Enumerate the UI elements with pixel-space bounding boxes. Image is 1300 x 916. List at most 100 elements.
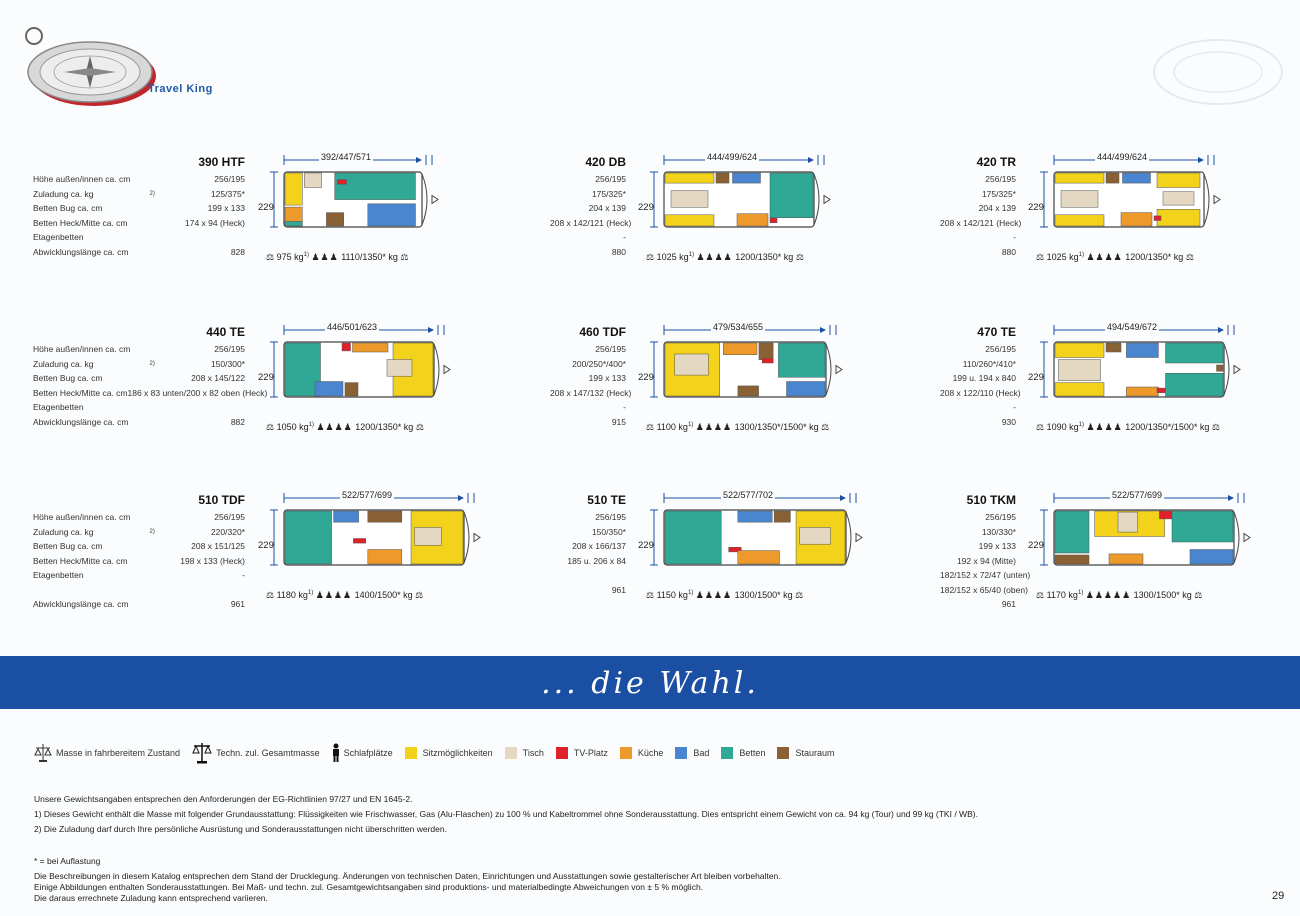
length-label: 392/447/571: [319, 152, 374, 162]
spec-row: 204 x 139: [550, 201, 626, 216]
height-label: 229: [1028, 202, 1044, 213]
caravan-nose: [1223, 343, 1230, 396]
spec-value: 130/330*: [981, 526, 1016, 537]
floor-plan: [650, 155, 831, 228]
plan-area-tv: [1159, 510, 1173, 520]
spec-row: Höhe außen/innen ca. cm 256/195: [33, 172, 245, 187]
spec-row: 930: [940, 415, 1016, 430]
spec-row: 915: [550, 415, 626, 430]
spec-row: Betten Bug ca. cm 199 x 133: [33, 201, 245, 216]
spec-row: 961: [940, 597, 1016, 612]
spec-value: 208 x 151/125: [191, 541, 245, 551]
spec-value: 930: [1001, 416, 1016, 427]
caravan-nose: [1233, 511, 1240, 564]
legend-bad: Bad: [675, 747, 709, 759]
weight-row: ⚖ 975 kg1) ♟♟♟ 1110/1350* kg ⚖: [266, 252, 409, 263]
spec-label: Abwicklungslänge ca. cm: [33, 416, 129, 427]
note-line1: Unsere Gewichtsangaben entsprechen den A…: [34, 794, 413, 804]
legend-betten-label: Betten: [739, 748, 766, 758]
height-label: 229: [638, 372, 654, 383]
model-name: 390 HTF: [198, 155, 245, 169]
drawbar-icon: [1233, 364, 1241, 375]
spec-row: 880: [550, 245, 626, 260]
note-fine2: Einige Abbildungen enthalten Sonderausst…: [34, 882, 704, 892]
model-block: 460 TDF 256/195 200/250*/400* 199 x 133 208 …: [550, 322, 970, 465]
caravan-nose: [825, 343, 832, 396]
drawbar-icon: [823, 194, 831, 205]
scale-icon: ⚖: [1036, 422, 1047, 432]
slogan-band: ... die Wahl.: [0, 656, 1300, 709]
spec-value: 882: [230, 416, 245, 427]
plan-area-tisch: [799, 527, 831, 545]
spec-value: 186 x 83 unten/200 x 82 oben (Heck): [127, 387, 268, 398]
spec-label: Betten Heck/Mitte ca. cm: [33, 217, 128, 228]
model-block: 440 TE Höhe außen/innen ca. cm 256/195 Zula…: [33, 322, 453, 465]
spec-value: 208 x 166/137: [572, 541, 626, 551]
spec-row: 208 x 142/121 (Heck): [550, 216, 631, 231]
model-block: 390 HTF Höhe außen/innen ca. cm 256/195 Zul…: [33, 152, 453, 295]
plan-area-sitz: [1054, 214, 1105, 227]
spec-value: 182/152 x 72/47 (unten): [940, 570, 1031, 580]
spec-table: 256/195 150/350* 208 x 166/137 185 u. 206 x…: [550, 510, 626, 597]
floor-plan: [1040, 325, 1241, 398]
arrow-head: [808, 157, 814, 163]
model-name: 510 TE: [587, 493, 626, 507]
arrow-head: [458, 495, 464, 501]
spec-value: 125/375*: [210, 188, 245, 199]
plan-area-sitz: [1054, 172, 1105, 184]
balance-icon: ⚖: [412, 590, 424, 600]
plan-area-betten: [769, 172, 814, 218]
plan-area-stauraum: [758, 342, 774, 360]
mass-sup: 1): [687, 590, 694, 596]
model-block: 420 DB 256/195 175/325* 204 x 139 208 x 142/…: [550, 152, 970, 295]
plan-area-betten: [1054, 510, 1090, 554]
weight-row: ⚖ 1170 kg1) ♟♟♟♟♟ 1300/1500* kg ⚖: [1036, 590, 1202, 601]
spec-row: Etagenbetten -: [33, 568, 245, 583]
scale-icon: ⚖: [646, 252, 657, 262]
travel-king-logo: [25, 27, 156, 106]
total-value: 1200/1350* kg: [735, 252, 794, 262]
spec-value: 204 x 139: [588, 203, 626, 213]
legend-tisch: Tisch: [504, 747, 544, 759]
plan-area-tv: [769, 217, 778, 223]
mass-sup: 1): [1078, 252, 1084, 258]
total-value: 1300/1500* kg: [734, 590, 793, 600]
spec-value: 961: [611, 584, 626, 595]
spec-row: Zuladung ca. kg 2) 220/320*: [33, 525, 245, 540]
drawbar-icon: [473, 532, 481, 543]
balance-icon: ⚖: [792, 590, 804, 600]
arrow-head: [428, 327, 434, 333]
plan-area-tv: [728, 547, 742, 553]
spec-value: 204 x 139: [978, 203, 1016, 213]
spec-value: 208 x 147/132 (Heck): [550, 387, 632, 398]
spec-row: 880: [940, 245, 1016, 260]
balance-icon: ⚖: [1209, 422, 1220, 432]
mass-sup: 1): [688, 252, 694, 258]
spec-value: 199 x 133: [978, 541, 1016, 551]
spec-label: Zuladung ca. kg: [33, 188, 94, 199]
sleep-icons: ♟♟♟♟: [1086, 252, 1123, 262]
floor-plan: [1040, 155, 1221, 228]
weight-row: ⚖ 1025 kg1) ♟♟♟♟ 1200/1350* kg ⚖: [646, 252, 804, 263]
spec-row: 199 x 133: [940, 539, 1016, 554]
caravan-nose: [421, 173, 428, 226]
spec-row: 182/152 x 65/40 (oben): [940, 583, 1028, 598]
height-label: 229: [1028, 372, 1044, 383]
spec-table: 256/195 110/260*/410* 199 u. 194 x 840 208 …: [940, 342, 1021, 430]
spec-value: 915: [611, 416, 626, 427]
plan-area-kueche: [736, 213, 769, 227]
plan-area-tisch: [1117, 511, 1138, 533]
spec-row: [33, 583, 245, 598]
sleep-icons: ♟♟♟♟: [696, 252, 733, 262]
spec-row: 199 u. 194 x 840: [940, 371, 1016, 386]
spec-sup: 2): [149, 360, 155, 367]
plan-area-stauraum: [367, 510, 403, 523]
mass-sup: 1): [303, 252, 309, 258]
spec-value: 110/260*/410*: [962, 358, 1016, 369]
mass-sup: 1): [687, 422, 694, 428]
spec-row: 208 x 147/132 (Heck): [550, 386, 631, 401]
mass-value: 1100 kg: [656, 422, 688, 432]
total-value: 1400/1500* kg: [354, 590, 413, 600]
scale-icon: ⚖: [266, 590, 277, 600]
plan-area-bad: [732, 172, 761, 184]
